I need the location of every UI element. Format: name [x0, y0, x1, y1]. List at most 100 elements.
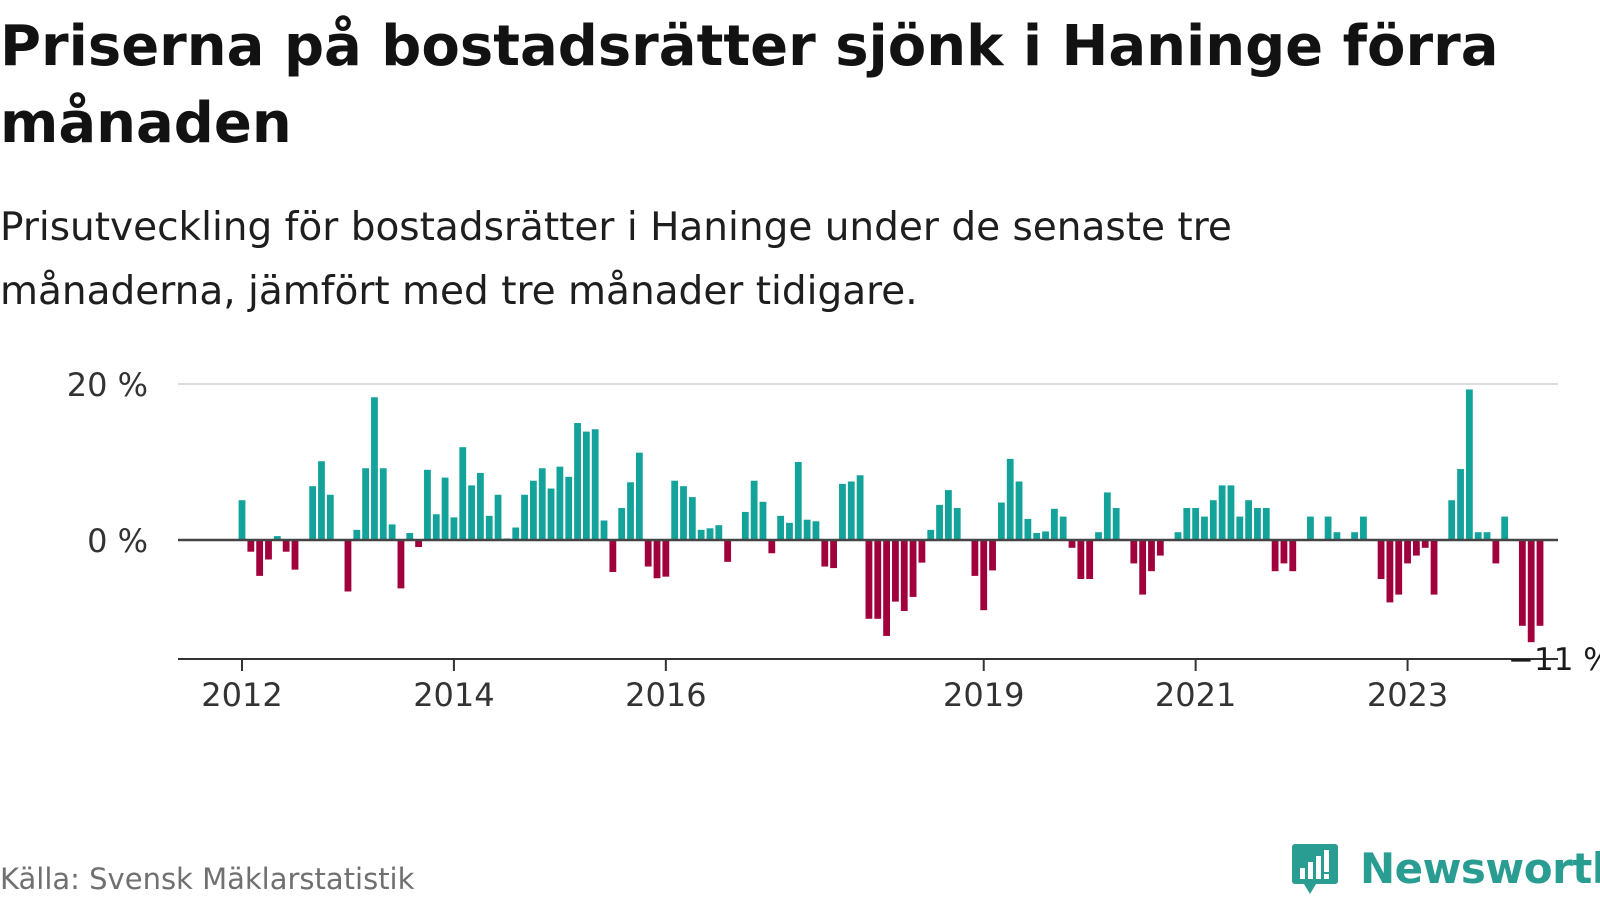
bar [909, 540, 917, 597]
bar [945, 490, 952, 540]
bar [1130, 540, 1138, 564]
bar [1236, 516, 1244, 540]
bar [1412, 540, 1420, 556]
bar [786, 522, 793, 540]
bar [388, 524, 396, 540]
bar [644, 540, 652, 567]
bar [768, 540, 776, 554]
bar [697, 529, 705, 540]
bar [1015, 481, 1023, 540]
bar [1174, 532, 1182, 540]
bar [1404, 540, 1411, 564]
bar [1068, 540, 1076, 548]
bar [830, 540, 838, 569]
bar [353, 529, 361, 540]
bar [856, 475, 864, 540]
bar [883, 540, 890, 636]
bar [1262, 508, 1270, 540]
bar [1077, 540, 1085, 579]
bar [777, 515, 785, 540]
bar [494, 494, 502, 540]
bar [1209, 500, 1217, 540]
bar [450, 517, 458, 540]
bar [1271, 540, 1279, 572]
bar [521, 494, 528, 540]
bar [1245, 500, 1253, 540]
bar [1218, 485, 1226, 540]
bar [265, 540, 272, 560]
bar [706, 528, 714, 540]
bar [485, 515, 493, 540]
x-tick-label: 2016 [625, 676, 706, 714]
y-tick-label: 20 % [67, 366, 148, 404]
bar [1254, 508, 1261, 540]
bar [1465, 389, 1473, 540]
bar [529, 480, 537, 540]
bar [980, 540, 988, 611]
bar [247, 540, 255, 552]
bar [688, 497, 696, 540]
bar [627, 482, 634, 540]
x-tick-label: 2019 [943, 676, 1024, 714]
bar [821, 540, 829, 567]
bar [1148, 540, 1155, 572]
bar [309, 486, 317, 540]
bar [839, 483, 846, 540]
bar [1307, 516, 1314, 540]
bar [927, 529, 935, 540]
bar [1103, 492, 1111, 540]
source-credit: Källa: Svensk Mäklarstatistik [0, 862, 415, 896]
bar [600, 520, 608, 540]
bar [847, 481, 855, 540]
bar [1360, 516, 1367, 540]
bar [273, 536, 281, 540]
bar [468, 485, 475, 540]
bar [1059, 516, 1067, 540]
bar [662, 540, 670, 577]
bar [971, 540, 979, 576]
bar [344, 540, 352, 592]
bar [1201, 516, 1208, 540]
bar [1492, 540, 1500, 564]
bar [671, 480, 679, 540]
bar [1024, 518, 1032, 540]
bar [565, 476, 573, 540]
bar [1351, 532, 1358, 540]
bar [1112, 508, 1120, 540]
bar [874, 540, 882, 619]
chart-subtitle: Prisutveckling för bostadsrätter i Hanin… [0, 205, 1232, 314]
bar [653, 540, 661, 579]
bar [1536, 540, 1544, 626]
newsworthy-logo: Newsworthy [1290, 840, 1600, 898]
bar [362, 468, 370, 540]
last-value-label: −11 % [1508, 642, 1600, 678]
bar [1386, 540, 1394, 603]
bar [953, 508, 961, 540]
bar [591, 429, 599, 540]
bar [424, 469, 431, 540]
bar [1033, 532, 1041, 540]
x-tick-label: 2014 [413, 676, 494, 714]
bar [1421, 540, 1429, 548]
bar [1050, 508, 1058, 540]
bar [282, 540, 290, 552]
bar [406, 532, 414, 540]
bar [256, 540, 264, 576]
bar [291, 540, 299, 570]
bar [750, 480, 758, 540]
bar [1377, 540, 1385, 579]
bar [1095, 532, 1102, 540]
bar [1518, 540, 1526, 626]
bar [238, 500, 246, 540]
bar [1183, 508, 1191, 540]
bar [759, 501, 767, 540]
bar [1324, 516, 1332, 540]
bar [318, 461, 325, 540]
bar [574, 423, 581, 540]
bar [512, 527, 520, 540]
bar [715, 525, 723, 540]
bar [1156, 540, 1164, 556]
bar [1227, 485, 1235, 540]
bar [1192, 508, 1200, 540]
bar [556, 466, 564, 540]
